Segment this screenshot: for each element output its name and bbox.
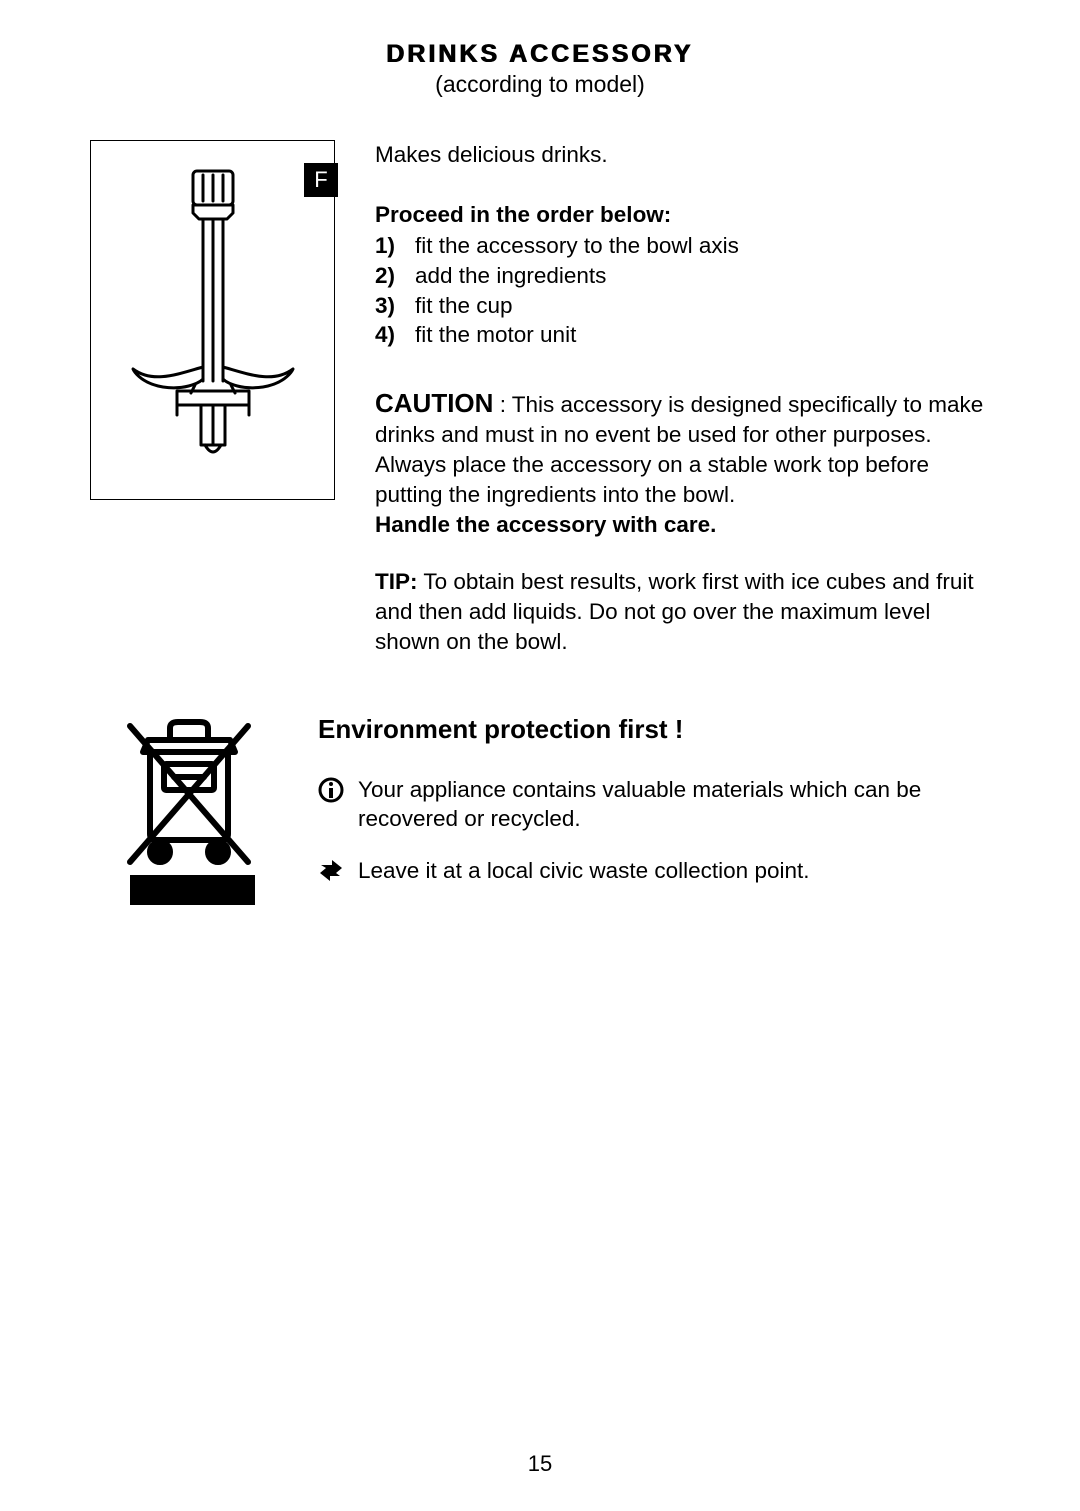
tip-text: To obtain best results, work first with … bbox=[375, 569, 974, 653]
step-row: 4) fit the motor unit bbox=[375, 320, 990, 350]
caution-block: CAUTION : This accessory is designed spe… bbox=[375, 386, 990, 539]
step-number: 2) bbox=[375, 261, 415, 291]
drinks-accessory-section: F bbox=[90, 140, 990, 656]
tip-block: TIP: To obtain best results, work first … bbox=[375, 567, 990, 656]
arrow-right-icon bbox=[318, 858, 344, 884]
page-subtitle: (according to model) bbox=[90, 71, 990, 98]
step-number: 4) bbox=[375, 320, 415, 350]
black-bar-icon bbox=[130, 875, 255, 905]
step-row: 3) fit the cup bbox=[375, 291, 990, 321]
steps-list: 1) fit the accessory to the bowl axis 2)… bbox=[375, 231, 990, 350]
page-title: DRINKS ACCESSORY bbox=[90, 40, 990, 69]
step-text: fit the accessory to the bowl axis bbox=[415, 231, 739, 261]
proceed-heading: Proceed in the order below: bbox=[375, 200, 990, 230]
step-number: 3) bbox=[375, 291, 415, 321]
page-number: 15 bbox=[528, 1451, 552, 1477]
environment-item: Your appliance contains valuable materia… bbox=[318, 775, 990, 834]
step-number: 1) bbox=[375, 231, 415, 261]
environment-item-text: Leave it at a local civic waste collecti… bbox=[358, 856, 809, 886]
environment-section: Environment protection first ! Your appl… bbox=[90, 712, 990, 907]
environment-heading: Environment protection first ! bbox=[318, 712, 990, 746]
step-text: fit the cup bbox=[415, 291, 513, 321]
figure-badge: F bbox=[304, 163, 338, 197]
step-row: 2) add the ingredients bbox=[375, 261, 990, 291]
step-text: add the ingredients bbox=[415, 261, 606, 291]
figure-badge-letter: F bbox=[314, 167, 327, 193]
manual-page: DRINKS ACCESSORY (according to model) F bbox=[0, 0, 1080, 1511]
environment-column: Environment protection first ! Your appl… bbox=[318, 712, 990, 907]
crossed-bin-icon bbox=[110, 712, 260, 867]
recycle-figure bbox=[110, 712, 260, 905]
environment-item: Leave it at a local civic waste collecti… bbox=[318, 856, 990, 886]
step-text: fit the motor unit bbox=[415, 320, 576, 350]
accessory-figure-box: F bbox=[90, 140, 335, 500]
caution-bold-line: Handle the accessory with care. bbox=[375, 512, 716, 537]
title-block: DRINKS ACCESSORY (according to model) bbox=[90, 40, 990, 98]
tip-label: TIP: bbox=[375, 569, 418, 594]
info-icon bbox=[318, 777, 344, 803]
step-row: 1) fit the accessory to the bowl axis bbox=[375, 231, 990, 261]
intro-text: Makes delicious drinks. bbox=[375, 140, 990, 170]
caution-label: CAUTION bbox=[375, 388, 493, 418]
environment-item-text: Your appliance contains valuable materia… bbox=[358, 775, 990, 834]
drinks-accessory-icon bbox=[123, 169, 303, 489]
instructions-column: Makes delicious drinks. Proceed in the o… bbox=[375, 140, 990, 656]
